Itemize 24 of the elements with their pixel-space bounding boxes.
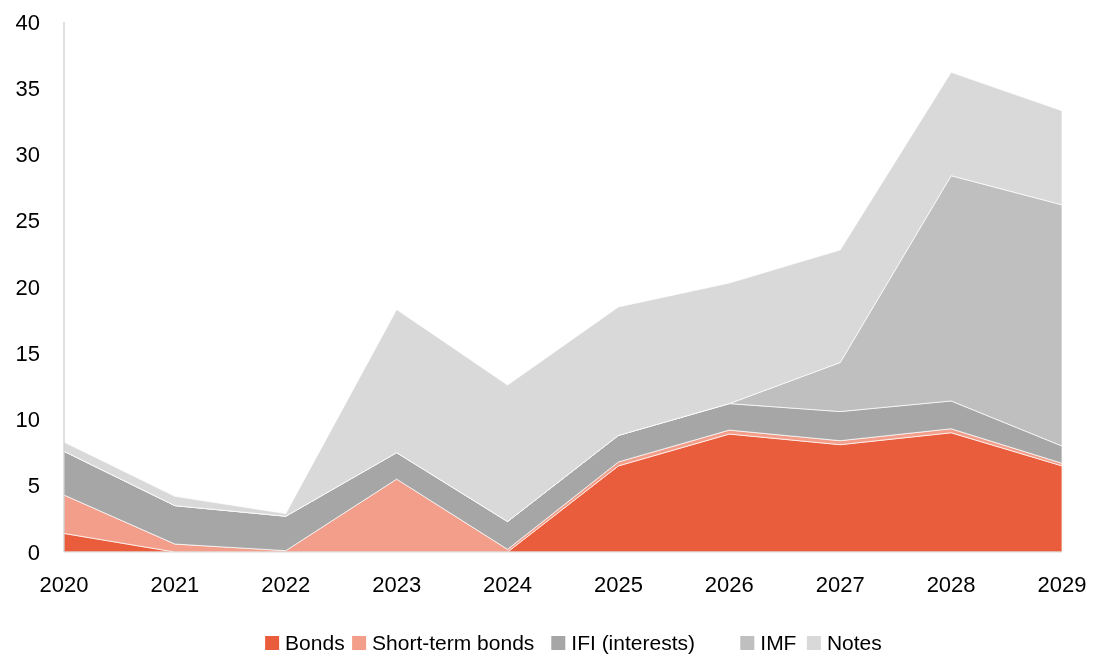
y-tick-label: 40: [15, 9, 40, 35]
y-tick-label: 20: [15, 274, 40, 300]
x-tick-label: 2022: [261, 572, 311, 597]
x-tick-label: 2028: [926, 572, 976, 597]
y-tick-label: 5: [27, 473, 40, 499]
x-tick-label: 2026: [704, 572, 754, 597]
x-tick-label: 2020: [39, 572, 89, 597]
x-tick-label: 2024: [483, 572, 533, 597]
x-tick-label: 2023: [372, 572, 422, 597]
x-tick-label: 2027: [815, 572, 865, 597]
y-tick-label: 10: [15, 407, 40, 433]
y-tick-label: 30: [15, 142, 40, 168]
x-tick-label: 2021: [150, 572, 200, 597]
y-tick-label: 25: [15, 208, 40, 234]
x-tick-label: 2029: [1037, 572, 1087, 597]
x-tick-label: 2025: [593, 572, 643, 597]
legend-label: Short-term bonds: [372, 631, 535, 654]
legend-label: Bonds: [285, 631, 345, 654]
legend-label: IMF: [760, 631, 797, 654]
y-tick-label: 0: [27, 539, 40, 565]
y-tick-label: 15: [15, 340, 40, 366]
y-tick-label: 35: [15, 75, 40, 101]
legend-label: IFI (interests): [571, 631, 695, 654]
legend-label: Notes: [826, 631, 882, 654]
